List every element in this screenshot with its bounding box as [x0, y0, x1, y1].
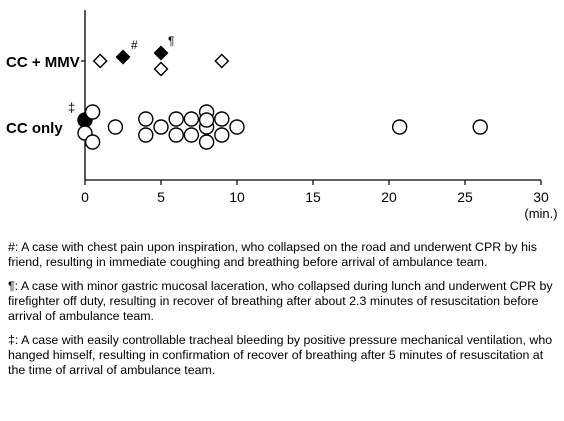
x-axis-unit: (min.)	[524, 206, 557, 221]
open-circle-marker	[153, 119, 169, 135]
scatter-chart: 0 5 10 15 20 25 30(min.) CC + MMV CC only # ¶ ‡	[6, 10, 558, 221]
footnote-dagger: ‡: A case with easily controllable trach…	[8, 333, 553, 377]
x-tick-label: 0	[81, 189, 89, 205]
x-tick-label: 20	[381, 189, 397, 205]
open-circle-marker	[183, 127, 200, 143]
category-label-cc-mmv: CC + MMV	[6, 54, 80, 71]
open-circle-marker	[198, 134, 215, 150]
open-circle-marker	[229, 119, 245, 135]
x-tick-label: 10	[229, 189, 245, 205]
footnotes: #: A case with chest pain upon inspirati…	[8, 240, 560, 387]
footnote-pilcrow: ¶: A case with minor gastric mucosal lac…	[8, 279, 553, 323]
x-tick-label: 5	[157, 189, 165, 205]
open-circle-marker	[472, 119, 488, 135]
open-diamond-marker	[153, 61, 169, 77]
filled-diamond-marker	[115, 49, 131, 65]
open-circle-marker	[168, 111, 184, 127]
category-label-cc-only: CC only	[6, 120, 63, 137]
x-tick-label: 15	[305, 189, 321, 205]
annotation-label: ‡	[68, 100, 75, 115]
x-tick-label: 25	[457, 189, 473, 205]
open-circle-marker	[391, 119, 408, 135]
open-circle-marker	[198, 112, 215, 128]
annotation-label: #	[131, 38, 138, 52]
open-circle-marker	[84, 104, 101, 120]
open-circle-marker	[138, 111, 154, 127]
x-tick-label: 30	[533, 189, 549, 205]
open-circle-marker	[84, 134, 101, 150]
open-circle-marker	[138, 127, 154, 143]
open-circle-marker	[214, 111, 230, 127]
open-circle-marker	[168, 127, 184, 143]
open-circle-marker	[107, 119, 124, 135]
annotation-label: ¶	[168, 34, 174, 48]
open-circle-marker	[214, 127, 230, 143]
open-circle-marker	[183, 111, 200, 127]
filled-diamond-marker	[153, 45, 169, 61]
open-diamond-marker	[214, 53, 230, 69]
footnote-hash: #: A case with chest pain upon inspirati…	[8, 240, 537, 269]
open-diamond-marker	[92, 53, 108, 69]
